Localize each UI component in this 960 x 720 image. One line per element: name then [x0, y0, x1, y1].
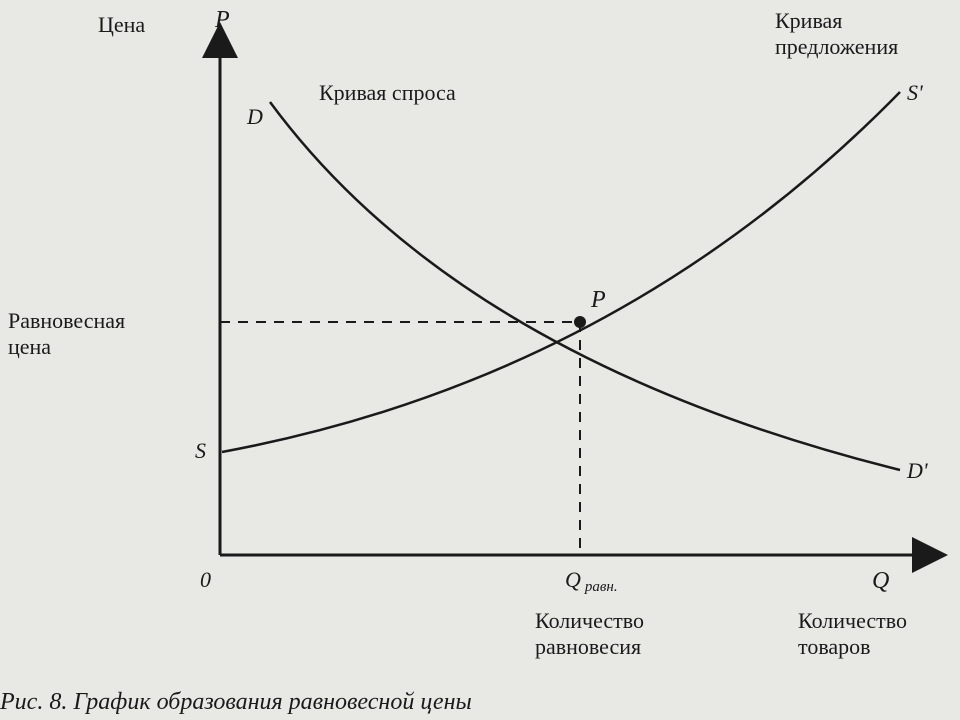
supply-curve — [222, 92, 900, 452]
q-equilibrium-label: Qравн. — [565, 567, 618, 596]
figure-caption: Рис. 8. График образования равновесной ц… — [0, 688, 472, 717]
quantity-goods-line1: Количество — [798, 608, 907, 634]
equilibrium-price-line2: цена — [8, 334, 51, 360]
supply-label-line1: Кривая — [775, 8, 842, 34]
equilibrium-chart: Цена P D Кривая спроса Кривая предложени… — [0, 0, 960, 720]
price-title: Цена — [98, 12, 145, 38]
demand-end-label: D' — [907, 458, 928, 484]
equilibrium-point — [574, 316, 586, 328]
y-axis-label: P — [215, 6, 230, 35]
equilibrium-price-line1: Равновесная — [8, 308, 125, 334]
quantity-equilibrium-line1: Количество — [535, 608, 644, 634]
x-axis-label: Q — [872, 567, 889, 596]
quantity-goods-line2: товаров — [798, 634, 871, 660]
demand-curve — [270, 102, 900, 470]
demand-curve-label: Кривая спроса — [319, 80, 456, 106]
equilibrium-point-label: P — [591, 286, 606, 315]
supply-end-label: S' — [907, 80, 923, 106]
supply-label-line2: предложения — [775, 34, 898, 60]
quantity-equilibrium-line2: равновесия — [535, 634, 641, 660]
supply-start-label: S — [195, 438, 206, 464]
demand-start-label: D — [247, 104, 263, 130]
origin-label: 0 — [200, 567, 211, 593]
